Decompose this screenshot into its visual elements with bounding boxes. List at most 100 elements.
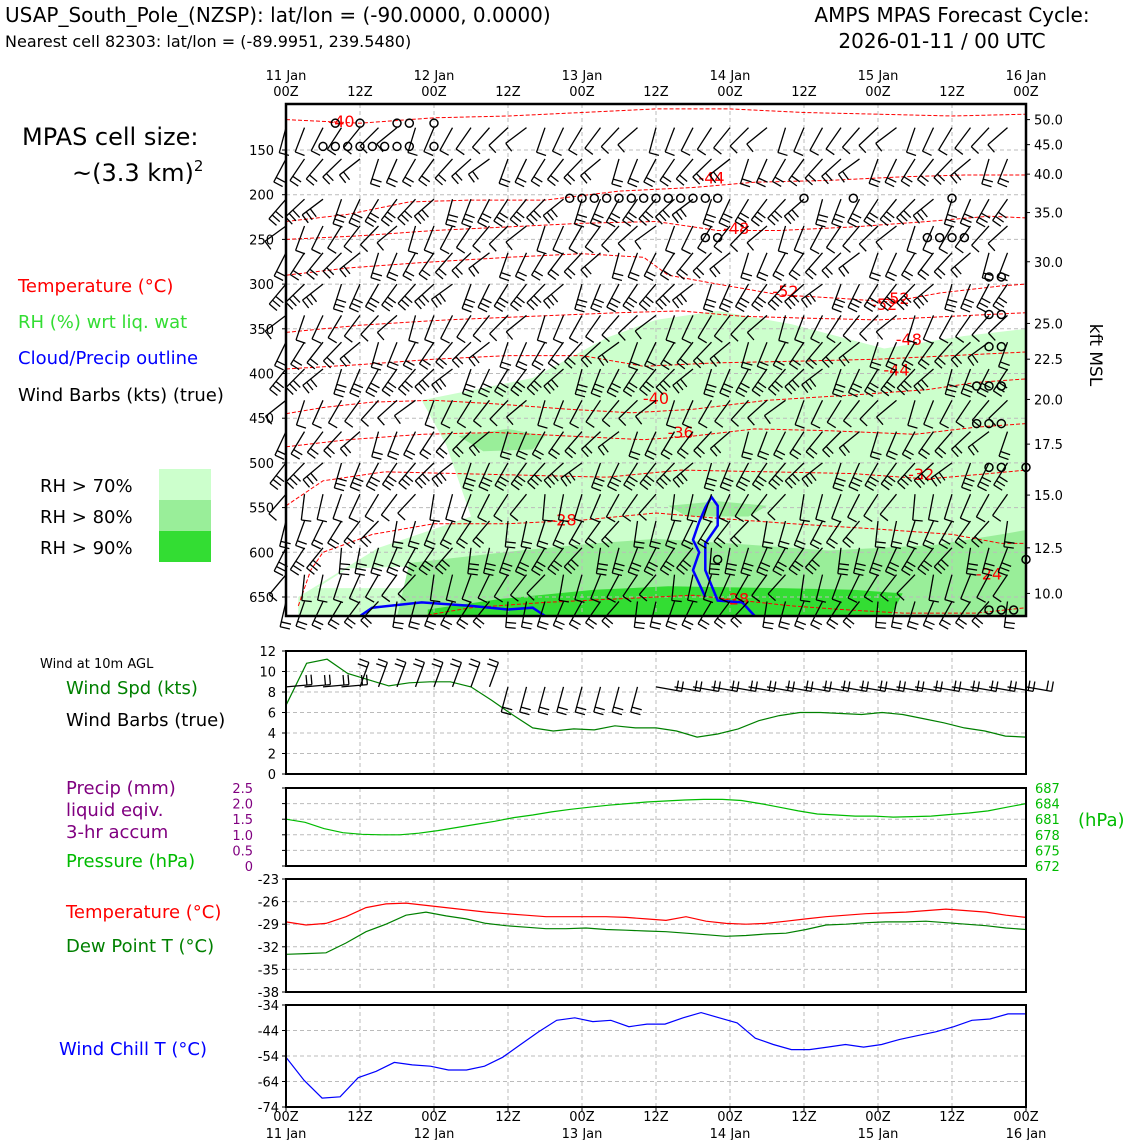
profile-wind-barb [868,252,879,278]
profile-wind-barb-flag [958,618,968,625]
profile-wind-barb-flag [954,246,964,254]
profile-wind-barb-flag [480,481,491,487]
profile-wind-barb-flag [442,538,452,545]
profile-wind-barb-flag [348,222,359,228]
profile-wind-barb-flag [696,446,705,455]
profile-wind-barb [429,574,435,601]
surface-wind-barb-flag [376,663,386,668]
profile-wind-barb [590,574,602,600]
profile-wind-barb-flag [853,572,864,577]
profile-wind-barb-flag [526,302,535,311]
profile-wind-barb [938,315,953,339]
profile-wind-barb [316,574,324,601]
profile-wind-barb-flag [733,535,742,544]
profile-wind-barb [885,341,898,367]
profile-wind-barb [394,399,416,417]
profile-wind-barb-flag [439,472,447,482]
profile-wind-barb-flag [553,338,563,344]
surface-wind-barb-flag [680,681,684,692]
profile-wind-barb [536,315,546,341]
profile-wind-barb-flag [359,244,369,253]
surface-wind-barb [574,686,583,713]
profile-wind-barb [901,547,916,571]
profile-wind-barb [874,520,879,547]
profile-wind-barb [285,368,305,388]
profile-wind-barb-flag [276,360,287,367]
profile-wind-barb-flag [280,626,291,630]
profile-wind-barb-flag [676,272,685,280]
profile-wind-barb-flag [387,365,397,371]
profile-wind-barb-flag [792,473,800,482]
profile-wind-barb-flag [326,446,335,455]
profile-wind-barb-flag [792,448,802,456]
profile-wind-barb-flag [537,625,548,630]
profile-wind-barb [597,431,620,448]
kft-tick-label: 17.5 [1034,438,1063,453]
profile-wind-barb-flag [313,539,324,545]
profile-wind-barb-flag [292,473,302,482]
profile-wind-barb-flag [662,209,671,218]
profile-wind-barb-flag [588,618,598,625]
profile-wind-barb-flag [387,296,397,304]
profile-wind-barb-flag [801,384,809,394]
calm-wind-circle [996,272,1007,282]
profile-wind-barb [670,494,676,521]
profile-wind-barb-flag [536,560,546,568]
profile-wind-barb-flag [788,273,798,281]
profile-wind-barb-flag [390,561,401,568]
surface-wind-barb [537,686,546,713]
profile-wind-barb [369,158,380,184]
profile-wind-barb-flag [933,566,943,575]
top-hour-label: 00Z [273,85,299,100]
profile-wind-barb-flag [794,544,804,550]
calm-wind-circle [996,381,1007,391]
profile-wind-barb [326,127,343,150]
profile-wind-barb-flag [538,620,549,626]
profile-wind-barb [423,225,435,251]
profile-wind-barb [568,520,583,544]
profile-wind-barb [643,547,657,572]
profile-wind-barb-flag [962,217,972,224]
profile-wind-barb [804,158,823,179]
profile-wind-barb-flag [777,151,788,157]
profile-wind-barb-flag [791,564,801,572]
profile-wind-barb-flag [629,177,640,183]
profile-wind-barb-flag [908,540,919,545]
profile-wind-barb [905,127,916,153]
kft-tick-label: 50.0 [1034,114,1063,129]
profile-wind-barb-flag [659,477,668,486]
profile-wind-barb-flag [356,562,367,567]
profile-wind-barb-flag [533,210,542,219]
surface-wind-barb [359,662,370,688]
profile-wind-barb [943,493,953,520]
profile-wind-barb [832,462,842,488]
profile-wind-barb-flag [880,304,889,312]
profile-wind-barb-flag [617,144,625,153]
profile-wind-barb-flag [1004,626,1015,630]
profile-wind-barb [838,341,860,359]
profile-wind-barb-flag [920,358,930,366]
profile-wind-barb [951,431,971,450]
profile-wind-barb [681,315,694,340]
profile-wind-barb [815,574,824,601]
surface-wind-barb [840,686,867,693]
surface-wind-barb-flag [594,706,605,711]
profile-wind-barb [553,400,565,425]
profile-wind-barb-flag [706,298,717,304]
profile-wind-barb [821,158,842,177]
profile-wind-barb [922,601,935,626]
profile-wind-barb-flag [757,455,768,461]
profile-wind-barb-flag [472,444,480,454]
surface-wind-barb [377,662,389,688]
profile-wind-barb-flag [584,266,592,275]
profile-wind-barb-flag [505,331,514,340]
profile-wind-barb-flag [916,211,924,221]
profile-wind-barb [364,283,380,307]
profile-wind-barb [273,158,287,183]
profile-wind-barb [306,431,324,453]
profile-wind-barb-flag [302,384,310,394]
profile-wind-barb-flag [644,364,654,371]
profile-wind-barb [944,368,953,395]
profile-wind-barb [810,315,824,339]
profile-wind-barb-flag [467,173,475,183]
